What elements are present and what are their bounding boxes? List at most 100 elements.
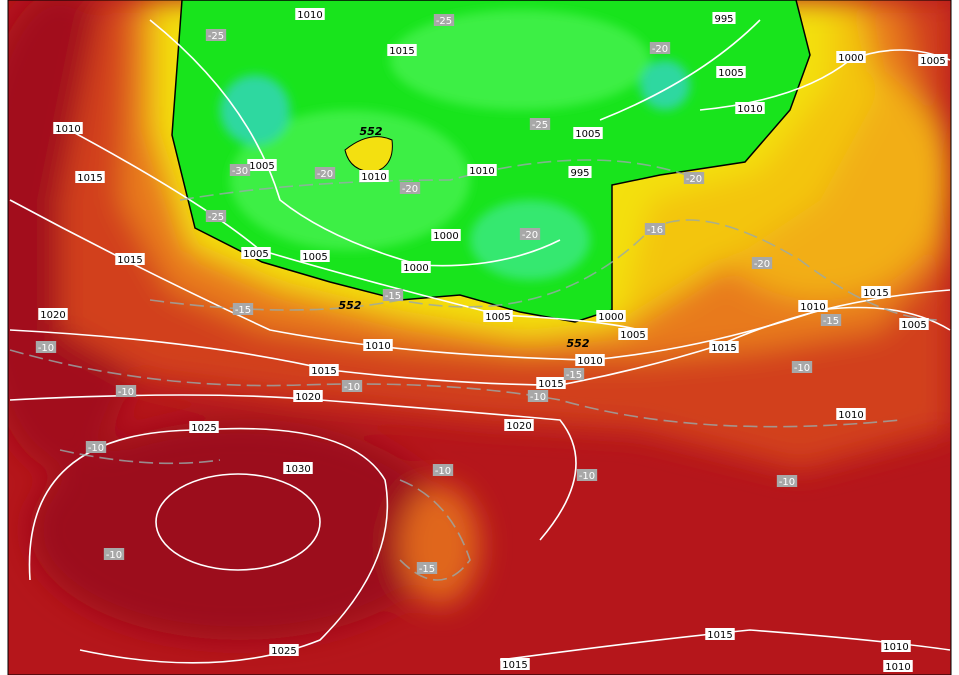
isobar-label: 1005 [716, 66, 746, 79]
temperature-label-text: -10 [118, 387, 134, 398]
temperature-label: -20 [751, 257, 773, 270]
isobar-label-text: 1010 [297, 10, 322, 21]
isobar-label-text: 1015 [117, 255, 142, 266]
isobar-label: 1030 [283, 462, 313, 475]
temperature-label-box [776, 475, 798, 487]
isobar-label-box [467, 164, 497, 176]
temperature-label-box [563, 368, 585, 380]
isobar-label: 1015 [861, 286, 891, 299]
temperature-label-text: -10 [88, 443, 104, 454]
isobar-label: 1010 [295, 8, 325, 21]
isobar-label-text: 995 [714, 14, 733, 25]
isobar-label-text: 1025 [271, 646, 296, 657]
isobar-label: 1020 [38, 308, 68, 321]
isobar-label: 995 [568, 166, 592, 179]
temperature-label: -10 [103, 548, 125, 561]
isobar-label-box [899, 318, 929, 330]
isobar-label-text: 1005 [302, 252, 327, 263]
isobar-label-text: 1015 [502, 660, 527, 671]
isobar-label-box [705, 628, 735, 640]
temperature-label-box [416, 562, 438, 574]
isobar-label: 1005 [573, 127, 603, 140]
isobar-label-box [75, 171, 105, 183]
isobar-label-text: 1020 [295, 392, 320, 403]
isobar-label-box [38, 308, 68, 320]
isobar-label-text: 1000 [838, 53, 863, 64]
isobar-label: 1015 [709, 341, 739, 354]
isobar-label-text: 1015 [863, 288, 888, 299]
isobar-label-box [573, 127, 603, 139]
temperature-label-text: -30 [232, 166, 248, 177]
temperature-label-box [433, 14, 455, 26]
height-label: 552 [339, 299, 362, 312]
temperature-label: -25 [529, 118, 551, 131]
temperature-label: -20 [399, 182, 421, 195]
isobar-label-box [504, 419, 534, 431]
isobar-label-box [401, 261, 431, 273]
isobar-label-text: 1010 [469, 166, 494, 177]
isobar-label-text: 1000 [598, 312, 623, 323]
isobar-label: 1000 [431, 229, 461, 242]
height-label: 552 [567, 337, 590, 350]
temperature-label-text: -15 [419, 564, 435, 575]
isobar-label-box [716, 66, 746, 78]
labels: 1010 1015 995 1005 1000 1005 1010 1005 1010 1015 1… [35, 8, 948, 673]
temperature-label-text: -20 [402, 184, 418, 195]
isobar-label-box [536, 377, 566, 389]
temperature-label-box [232, 303, 254, 315]
isobar-label-text: 1010 [800, 302, 825, 313]
isobar-label: 1010 [883, 660, 913, 673]
temperature-label-box [314, 167, 336, 179]
isobar-label-text: 1010 [737, 104, 762, 115]
isobar-label-text: 1010 [365, 341, 390, 352]
isobar-label-text: 1020 [506, 421, 531, 432]
isobar-label-box [53, 122, 83, 134]
temperature-label-box [683, 172, 705, 184]
isobar-label: 1010 [798, 300, 828, 313]
isobar-label-text: 1005 [620, 330, 645, 341]
temperature-label-text: -25 [532, 120, 548, 131]
temperature-label: -15 [382, 289, 404, 302]
isobar-label-box [431, 229, 461, 241]
temperature-label-box [432, 464, 454, 476]
isobar-label-box [269, 644, 299, 656]
temperature-label-text: -10 [344, 382, 360, 393]
isobar-label-box [881, 640, 911, 652]
temperature-label: -20 [519, 228, 541, 241]
isobar-label-text: 1010 [361, 172, 386, 183]
temperature-label-box [205, 210, 227, 222]
temperature-label-text: -16 [647, 225, 663, 236]
isobar-label-text: 1010 [883, 642, 908, 653]
temperature-label-text: -10 [779, 477, 795, 488]
temperature-label-box [644, 223, 666, 235]
temperature-label-box [519, 228, 541, 240]
temperature-label-text: -20 [754, 259, 770, 270]
temperature-label: -15 [232, 303, 254, 316]
isobar-label-text: 1030 [285, 464, 310, 475]
temperature-label: -10 [85, 441, 107, 454]
temperature-label-box [103, 548, 125, 560]
isobar-label-text: 1010 [838, 410, 863, 421]
isobar-label-box [883, 660, 913, 672]
temperature-label: -20 [683, 172, 705, 185]
temperature-label: -25 [205, 210, 227, 223]
isobar-label-box [247, 159, 277, 171]
temperature-label-text: -15 [235, 305, 251, 316]
isobar-label-text: 1010 [55, 124, 80, 135]
isobar-label: 1010 [575, 354, 605, 367]
temperature-label-box [35, 341, 57, 353]
isobar-label-box [861, 286, 891, 298]
isobar-label: 1015 [309, 364, 339, 377]
temperature-label-box [527, 390, 549, 402]
temperature-label-text: -15 [385, 291, 401, 302]
temperature-label-text: -20 [652, 44, 668, 55]
isobar-label-text: 1015 [711, 343, 736, 354]
temperature-label-box [751, 257, 773, 269]
isobar-label-box [500, 658, 530, 670]
isobar-label-box [387, 44, 417, 56]
temperature-label: -10 [432, 464, 454, 477]
isobar-label: 1005 [300, 250, 330, 263]
temperature-label-box [382, 289, 404, 301]
temperature-label-text: -10 [530, 392, 546, 403]
